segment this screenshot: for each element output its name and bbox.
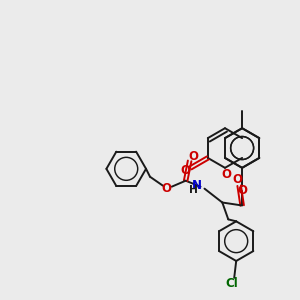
Text: O: O (181, 164, 190, 177)
Text: O: O (189, 150, 199, 164)
Text: O: O (232, 173, 242, 186)
Text: N: N (191, 179, 202, 192)
Text: O: O (221, 168, 231, 181)
Text: Cl: Cl (226, 277, 239, 290)
Text: O: O (237, 184, 247, 197)
Text: O: O (162, 182, 172, 195)
Text: H: H (189, 184, 198, 195)
